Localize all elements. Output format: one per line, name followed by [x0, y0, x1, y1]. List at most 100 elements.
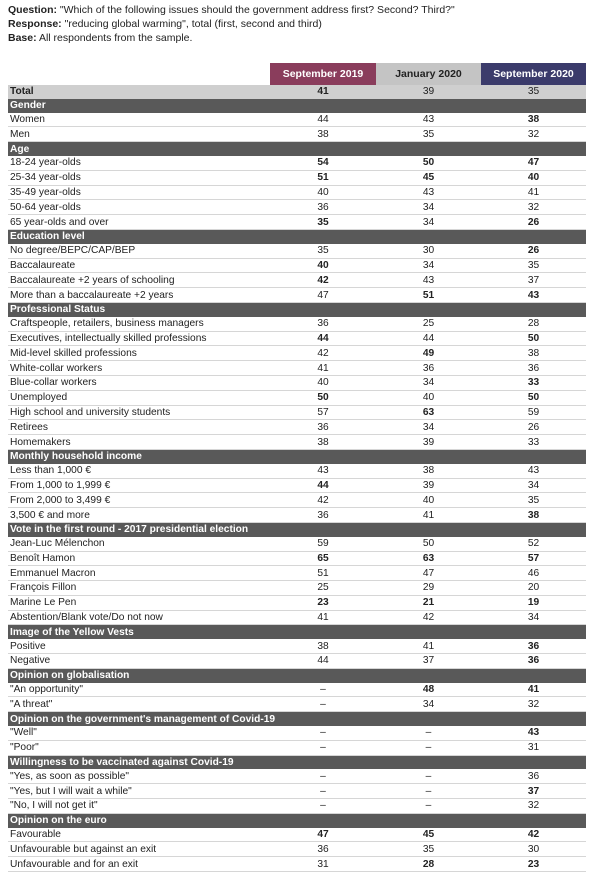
row-label: Emmanuel Macron	[8, 565, 270, 582]
row: Blue-collar workers 40 34 33	[8, 375, 586, 391]
cell: –	[376, 798, 481, 814]
cell: 44	[270, 112, 376, 128]
cell: –	[270, 696, 376, 713]
row-label: Craftspeople, retailers, business manage…	[8, 316, 270, 332]
section-header: Opinion on the government's management o…	[8, 711, 586, 727]
cell: 36	[270, 841, 376, 858]
column-header: September 2019	[270, 63, 376, 85]
cell: 34	[376, 214, 481, 230]
cell: 44	[270, 653, 376, 669]
cell: 45	[376, 827, 481, 843]
cell: 34	[376, 375, 481, 391]
cell: 33	[481, 375, 586, 391]
response: Response: "reducing global warming", tot…	[8, 17, 455, 31]
cell: 43	[376, 272, 481, 289]
page: {"header": {"question_label": "Question:…	[8, 3, 586, 872]
cell: 32	[481, 798, 586, 814]
cell: 44	[376, 331, 481, 347]
cell: 59	[270, 536, 376, 552]
cell: 46	[481, 565, 586, 582]
cell: 20	[481, 580, 586, 596]
row: Unfavourable and for an exit 31 28 23	[8, 856, 586, 872]
cell: 36	[481, 360, 586, 376]
row-label: Positive	[8, 639, 270, 655]
cell: 42	[270, 492, 376, 509]
cell: 40	[270, 258, 376, 274]
row: Negative 44 37 36	[8, 653, 586, 669]
cell: 37	[376, 653, 481, 669]
cell: 33	[481, 434, 586, 450]
row-label: Jean-Luc Mélenchon	[8, 536, 270, 552]
text: "Which of the following issues should th…	[59, 4, 455, 16]
section-title: Gender	[8, 98, 586, 113]
cell: 50	[376, 536, 481, 552]
cell: 38	[481, 112, 586, 128]
cell: 51	[270, 565, 376, 582]
row-label: Baccalaureate +2 years of schooling	[8, 272, 270, 289]
cell: 28	[481, 316, 586, 332]
cell: 38	[481, 507, 586, 523]
question: Question: "Which of the following issues…	[8, 3, 455, 17]
cell: –	[376, 726, 481, 741]
text: All respondents from the sample.	[38, 32, 193, 44]
row-label: "No, I will not get it"	[8, 798, 270, 814]
row-label: Negative	[8, 653, 270, 669]
section-title: Education level	[8, 229, 586, 244]
row: Total 41 39 35	[8, 85, 586, 99]
cell: 41	[270, 360, 376, 376]
cell: 31	[270, 856, 376, 872]
cell: 38	[270, 434, 376, 450]
label: Base:	[8, 32, 37, 44]
row: Women 44 43 38	[8, 112, 586, 128]
cell: 34	[376, 696, 481, 713]
row: White-collar workers 41 36 36	[8, 360, 586, 376]
row: "Yes, as soon as possible" – –36	[8, 769, 586, 785]
section-title: Opinion on the government's management o…	[8, 711, 586, 727]
row-label: No degree/BEPC/CAP/BEP	[8, 243, 270, 259]
cell: 43	[481, 287, 586, 303]
cell: 34	[376, 199, 481, 216]
cell: 36	[481, 769, 586, 785]
row-label: Retirees	[8, 419, 270, 436]
row-label: "A threat"	[8, 696, 270, 713]
row: "Yes, but I will wait a while" – –37	[8, 783, 586, 800]
row: Retirees 36 34 26	[8, 419, 586, 436]
row-label: Favourable	[8, 827, 270, 843]
cell: 32	[481, 696, 586, 713]
cell: 29	[376, 580, 481, 596]
cell: 40	[270, 185, 376, 201]
cell: 41	[270, 610, 376, 626]
cell: 34	[376, 419, 481, 436]
cell: 36	[270, 199, 376, 216]
cell: 43	[481, 463, 586, 479]
row: More than a baccalaureate +2 years 47 51 43	[8, 287, 586, 303]
cell: 47	[270, 287, 376, 303]
row: Marine Le Pen 23 21 19	[8, 595, 586, 611]
section-header: Opinion on the euro	[8, 813, 586, 828]
cell: 23	[481, 856, 586, 872]
cell: 51	[270, 170, 376, 186]
row: 50-64 year-olds 36 34 32	[8, 199, 586, 216]
row: "An opportunity" –48 41	[8, 682, 586, 698]
cell: 25	[376, 316, 481, 332]
row: François Fillon 25 29 20	[8, 580, 586, 596]
row: High school and university students 57 63 5…	[8, 405, 586, 421]
cell: 35	[376, 841, 481, 858]
cell: 30	[481, 841, 586, 858]
section-header: Opinion on globalisation	[8, 668, 586, 683]
cell: 35	[270, 243, 376, 259]
section-header: Willingness to be vaccinated against Cov…	[8, 755, 586, 770]
cell: 36	[481, 653, 586, 669]
section-title: Monthly household income	[8, 449, 586, 464]
row-label: Benoît Hamon	[8, 551, 270, 567]
label: Question:	[8, 4, 57, 16]
cell: 49	[376, 345, 481, 362]
cell: 40	[376, 390, 481, 406]
cell: 26	[481, 243, 586, 259]
cell: 51	[376, 287, 481, 303]
row-label: From 1,000 to 1,999 €	[8, 478, 270, 494]
row-label: Executives, intellectually skilled profe…	[8, 331, 270, 347]
cell: 36	[270, 419, 376, 436]
cell: 36	[376, 360, 481, 376]
header: Question: "Which of the following issues…	[8, 3, 455, 45]
